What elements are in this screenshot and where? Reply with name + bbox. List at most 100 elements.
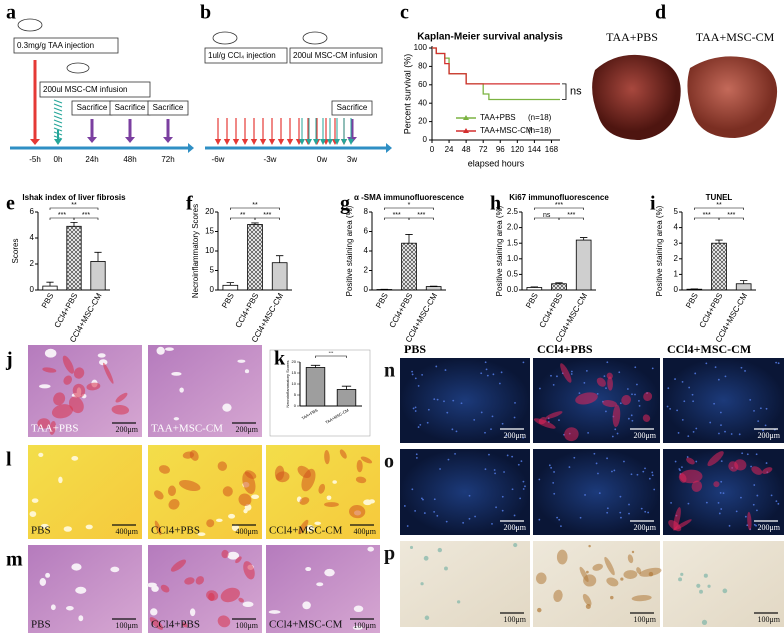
nucleus xyxy=(484,431,486,434)
nucleus xyxy=(447,458,450,461)
nucleus xyxy=(513,416,516,419)
nucleus xyxy=(492,373,495,376)
nucleus xyxy=(473,418,476,421)
nucleus xyxy=(451,428,454,431)
panel-label: n xyxy=(384,360,395,382)
stain-region xyxy=(642,414,651,422)
nucleus xyxy=(618,371,621,374)
stain-region xyxy=(575,392,598,405)
nucleus xyxy=(681,418,684,421)
x-tick-label: 96 xyxy=(496,145,505,154)
x-tick-label: 120 xyxy=(511,145,525,154)
stain-spot xyxy=(703,573,708,578)
nucleus xyxy=(741,452,744,455)
photo-caption: TAA+PBS xyxy=(606,30,658,44)
stain-region xyxy=(158,465,170,474)
tissue-feature xyxy=(45,572,51,578)
nucleus xyxy=(522,361,525,364)
nucleus xyxy=(501,509,504,512)
tissue-feature xyxy=(29,511,37,518)
arrow-head xyxy=(259,139,267,145)
stain-region xyxy=(564,427,579,442)
time-tick-label: -5h xyxy=(29,155,41,164)
stain-spot xyxy=(409,545,414,549)
nucleus xyxy=(495,506,497,509)
infusion-mark xyxy=(53,115,63,120)
tissue-feature xyxy=(40,523,49,529)
nucleus xyxy=(573,456,576,459)
nucleus xyxy=(628,503,630,506)
x-tick-label: PBS xyxy=(40,292,56,310)
stain-region xyxy=(244,470,257,479)
panel-label: l xyxy=(6,449,12,471)
nucleus xyxy=(605,410,607,413)
stain-region xyxy=(154,490,164,500)
stain-region xyxy=(582,593,592,606)
stain-region xyxy=(37,418,51,429)
y-tick-label: 1.0 xyxy=(507,254,519,263)
nucleus xyxy=(709,421,712,424)
y-tick-label: 0.0 xyxy=(507,285,519,294)
scale-label: 200μm xyxy=(757,523,780,532)
significance-label: *** xyxy=(703,212,711,219)
nucleus xyxy=(435,365,438,368)
significance-bracket xyxy=(384,207,434,210)
tissue-feature xyxy=(316,582,324,587)
liver-photos xyxy=(592,54,778,140)
nucleus xyxy=(746,453,749,456)
tissue-feature xyxy=(58,476,63,484)
significance-bracket xyxy=(408,217,434,220)
panel-label: c xyxy=(400,2,409,24)
stain-region xyxy=(560,363,572,383)
injection-box xyxy=(13,37,119,54)
tissue-feature xyxy=(353,605,364,613)
stain-region xyxy=(673,507,681,531)
nucleus xyxy=(631,419,634,422)
stain-region xyxy=(115,392,128,403)
tissue-feature xyxy=(66,605,74,611)
stain-spot xyxy=(722,588,728,594)
nucleus xyxy=(692,400,695,403)
stain-region xyxy=(208,592,215,602)
significance-bracket xyxy=(534,207,584,210)
injection-text: 1ul/g CCl₄ injection xyxy=(208,51,276,60)
stain-region xyxy=(545,411,563,419)
stain-region xyxy=(184,577,195,585)
nucleus xyxy=(491,522,493,525)
x-tick-label: 48 xyxy=(462,145,471,154)
nucleus xyxy=(705,501,708,504)
nucleus xyxy=(611,470,613,473)
nucleus xyxy=(670,501,672,504)
tissue-feature xyxy=(305,567,312,572)
nucleus xyxy=(491,415,494,418)
nucleus xyxy=(627,417,630,420)
time-tick-label: 48h xyxy=(123,155,136,164)
nucleus xyxy=(460,402,463,405)
y-tick-label: 5 xyxy=(294,392,297,397)
stain-region xyxy=(154,520,162,536)
tissue-feature xyxy=(326,495,332,501)
nucleus xyxy=(414,510,417,512)
stain-region xyxy=(621,394,631,406)
nucleus xyxy=(626,388,629,390)
nucleus xyxy=(613,469,616,472)
y-axis-label: Scores xyxy=(11,239,20,264)
x-tick-label: CCl4+PBS xyxy=(388,292,415,330)
nucleus xyxy=(433,398,436,401)
nucleus xyxy=(717,378,720,381)
infusion-box xyxy=(289,47,383,64)
significance-bracket xyxy=(230,207,280,210)
nucleus xyxy=(552,383,555,386)
nucleus xyxy=(640,507,643,510)
stain-region xyxy=(63,375,73,385)
infusion-text: 200ul MSC-CM infusion xyxy=(293,51,377,60)
infusion-mark xyxy=(53,107,63,112)
x-tick-label: PBS xyxy=(220,292,236,310)
y-tick-label: 15 xyxy=(292,370,297,375)
arrow-head xyxy=(241,139,249,145)
nucleus xyxy=(677,432,680,434)
nucleus xyxy=(705,362,708,365)
stain-region xyxy=(556,549,568,565)
nucleus xyxy=(777,502,780,505)
annotation: ns xyxy=(570,86,582,98)
